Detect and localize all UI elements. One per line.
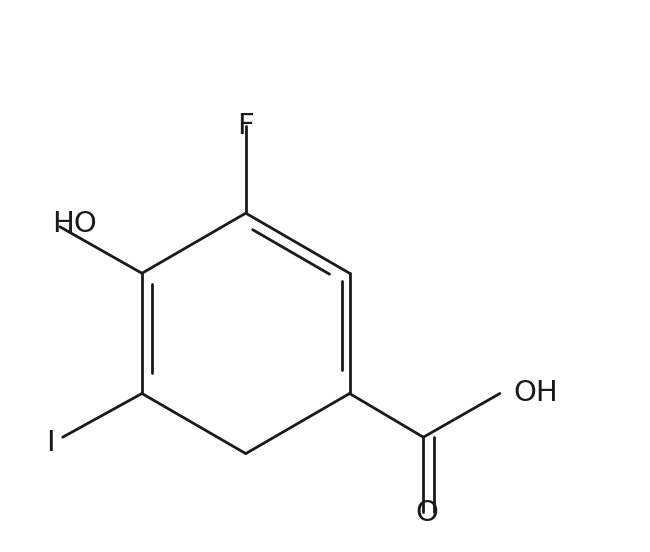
Text: HO: HO bbox=[52, 210, 97, 238]
Text: I: I bbox=[46, 429, 55, 457]
Text: F: F bbox=[237, 112, 254, 140]
Text: O: O bbox=[416, 500, 439, 527]
Text: OH: OH bbox=[514, 379, 558, 407]
